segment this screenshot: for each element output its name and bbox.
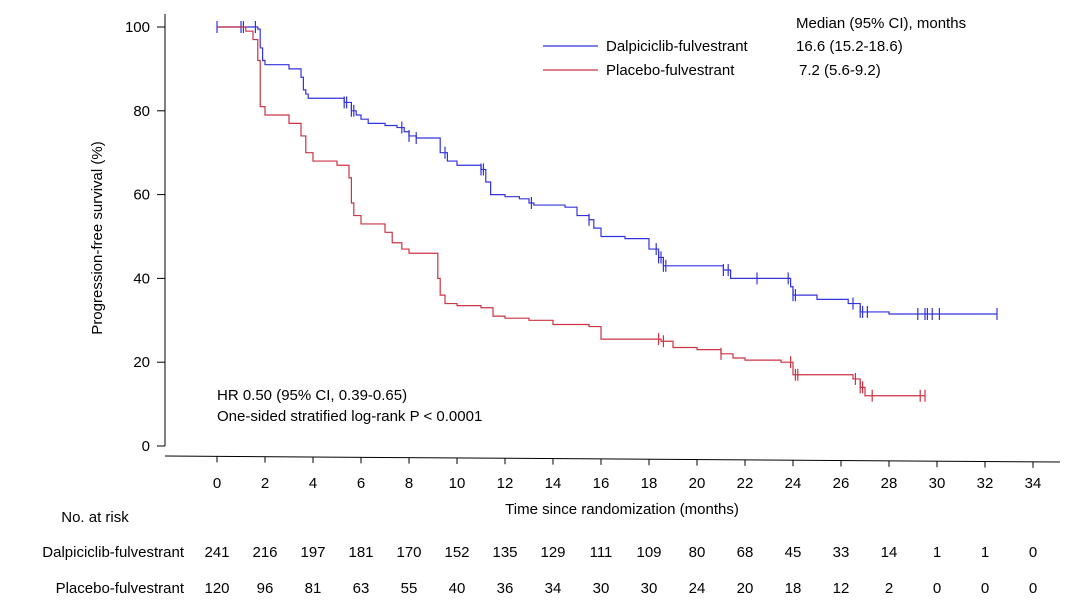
- km-curve-placebo: [217, 26, 925, 397]
- y-tick-label: 100: [125, 19, 150, 36]
- risk-count: 12: [833, 580, 850, 597]
- x-tick-label: 14: [545, 475, 562, 492]
- y-tick-label: 0: [142, 438, 150, 455]
- risk-count: 2: [885, 580, 893, 597]
- y-tick-label: 40: [133, 270, 150, 287]
- y-tick-label: 60: [133, 187, 150, 204]
- risk-count: 197: [300, 544, 325, 561]
- x-tick-label: 10: [449, 475, 466, 492]
- risk-count: 152: [444, 544, 469, 561]
- risk-row-label-placebo: Placebo-fulvestrant: [56, 580, 185, 597]
- x-axis-line: [164, 455, 1061, 463]
- legend: Median (95% CI), months Dalpiciclib-fulv…: [543, 15, 966, 79]
- risk-count: 36: [497, 580, 514, 597]
- risk-count: 40: [449, 580, 466, 597]
- risk-table: 241 216 197 181 170 152 135 129 111 109 80 68 45 33 14…: [204, 544, 1037, 597]
- hazard-ratio-annotation: HR 0.50 (95% CI, 0.39-0.65) One-sided st…: [217, 387, 482, 425]
- risk-count: 0: [933, 580, 941, 597]
- risk-count: 30: [641, 580, 658, 597]
- risk-count: 20: [737, 580, 754, 597]
- x-tick-label: 28: [881, 475, 898, 492]
- x-tick-label: 4: [309, 475, 317, 492]
- risk-count: 30: [593, 580, 610, 597]
- x-tick-label: 30: [929, 475, 946, 492]
- risk-count: 120: [204, 580, 229, 597]
- x-tick-label: 2: [261, 475, 269, 492]
- x-tick-label: 6: [357, 475, 365, 492]
- risk-count: 1: [933, 544, 941, 561]
- risk-count: 33: [833, 544, 850, 561]
- x-axis-label: Time since randomization (months): [505, 501, 739, 518]
- risk-count: 109: [636, 544, 661, 561]
- legend-median-dalpiciclib: 16.6 (15.2-18.6): [796, 38, 903, 55]
- legend-median-placebo: 7.2 (5.6-9.2): [799, 62, 881, 79]
- y-tick-label: 20: [133, 354, 150, 371]
- risk-count: 80: [689, 544, 706, 561]
- risk-count: 0: [1029, 544, 1037, 561]
- x-tick-label: 16: [593, 475, 610, 492]
- x-tick-label: 32: [977, 475, 994, 492]
- survival-curves: [216, 21, 998, 402]
- y-tick-label: 80: [133, 103, 150, 120]
- risk-count: 181: [348, 544, 373, 561]
- risk-count: 96: [257, 580, 274, 597]
- risk-count: 111: [590, 544, 613, 561]
- x-tick-label: 24: [785, 475, 802, 492]
- legend-label-placebo: Placebo-fulvestrant: [606, 62, 735, 79]
- legend-header: Median (95% CI), months: [796, 15, 966, 32]
- x-tick-label: 20: [689, 475, 706, 492]
- risk-count: 1: [981, 544, 989, 561]
- risk-count: 81: [305, 580, 322, 597]
- annotation-pvalue: One-sided stratified log-rank P < 0.0001: [217, 408, 482, 425]
- risk-count: 216: [252, 544, 277, 561]
- x-tick-label: 34: [1025, 475, 1042, 492]
- risk-count: 14: [881, 544, 898, 561]
- x-tick-label: 12: [497, 475, 514, 492]
- x-tick-label: 0: [213, 475, 221, 492]
- y-axis-label: Progression-free survival (%): [89, 141, 106, 334]
- risk-count: 45: [785, 544, 802, 561]
- risk-count: 135: [492, 544, 517, 561]
- x-tick-label: 22: [737, 475, 754, 492]
- risk-count: 18: [785, 580, 802, 597]
- risk-count: 24: [689, 580, 706, 597]
- annotation-hr: HR 0.50 (95% CI, 0.39-0.65): [217, 387, 407, 404]
- risk-row-label-dalpiciclib: Dalpiciclib-fulvestrant: [42, 544, 185, 561]
- risk-count: 0: [1029, 580, 1037, 597]
- risk-count: 68: [737, 544, 754, 561]
- risk-count: 129: [540, 544, 565, 561]
- risk-count: 63: [353, 580, 370, 597]
- risk-count: 170: [396, 544, 421, 561]
- x-tick-label: 18: [641, 475, 658, 492]
- x-tick-label: 8: [405, 475, 413, 492]
- x-tick-label: 26: [833, 475, 850, 492]
- risk-table-title: No. at risk: [61, 509, 129, 526]
- risk-count: 241: [204, 544, 229, 561]
- legend-label-dalpiciclib: Dalpiciclib-fulvestrant: [606, 38, 749, 55]
- risk-count: 55: [401, 580, 418, 597]
- risk-count: 34: [545, 580, 562, 597]
- risk-count: 0: [981, 580, 989, 597]
